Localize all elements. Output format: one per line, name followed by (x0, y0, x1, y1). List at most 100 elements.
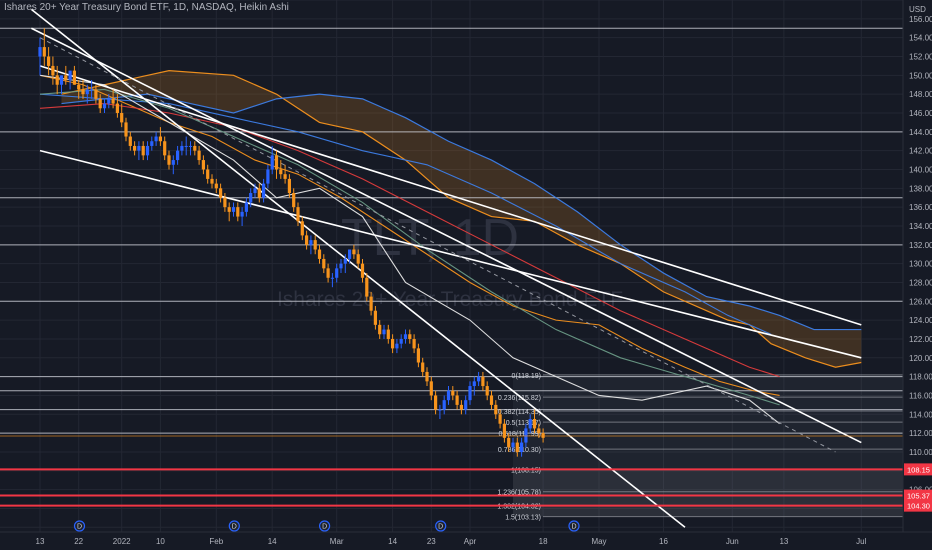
candle-body (468, 386, 472, 401)
candle-body (287, 178, 291, 194)
candle-body (64, 75, 68, 81)
candle-body (38, 47, 42, 57)
candle-body (133, 145, 137, 151)
candle-body (81, 89, 85, 95)
dividend-label: D (322, 524, 327, 531)
time-tick-label: Feb (209, 537, 223, 546)
candle-body (68, 70, 72, 81)
time-tick-label: Jun (726, 537, 739, 546)
candle-body (219, 188, 223, 198)
candle-body (459, 404, 463, 410)
currency-label: USD (909, 5, 926, 14)
candle-body (305, 235, 309, 245)
candle-body (292, 193, 296, 208)
candle-body (442, 400, 446, 410)
candle-body (451, 390, 455, 396)
candle-body (416, 348, 420, 363)
candle-body (249, 193, 253, 203)
candle-body (193, 145, 197, 151)
price-axis (903, 0, 932, 550)
candle-body (322, 258, 326, 269)
time-tick-label: Apr (464, 537, 477, 546)
price-tick-label: 112.00 (909, 429, 932, 438)
red-level-price-tag (904, 489, 932, 502)
price-tick-label: 142.00 (909, 147, 932, 156)
candle-body (180, 145, 184, 151)
trendline (31, 27, 862, 444)
dividend-icon (319, 520, 331, 532)
time-tick-label: 13 (779, 537, 788, 546)
price-tick-label: 150.00 (909, 71, 932, 80)
candle-body (507, 437, 511, 448)
candle-body (115, 103, 119, 113)
indicator-line (39, 88, 780, 406)
candle-body (206, 169, 210, 179)
candle-body (171, 160, 175, 165)
candle-body (214, 183, 218, 189)
time-axis (0, 532, 932, 550)
candle-body (223, 197, 227, 208)
candle-body (240, 211, 244, 217)
candle-body (296, 207, 300, 222)
red-level-price-label: 104.30 (907, 502, 930, 511)
fib-level-label: 0.5(113.17) (506, 420, 541, 427)
time-tick-label: 14 (388, 537, 397, 546)
candle-body (339, 263, 343, 269)
candle-body (399, 338, 403, 344)
indicator-line (39, 103, 780, 378)
price-tick-label: 120.00 (909, 354, 932, 363)
trendline (39, 37, 836, 453)
dividend-icon (435, 520, 447, 532)
chart-title: Ishares 20+ Year Treasury Bond ETF, 1D, … (4, 2, 289, 13)
red-level-price-label: 105.37 (907, 492, 930, 501)
candle-body (231, 207, 236, 212)
fib-level-label: 1.382(104.32) (497, 503, 541, 510)
candle-body (227, 207, 231, 212)
candle-body (59, 75, 64, 85)
time-tick-label: 13 (36, 537, 45, 546)
price-tick-label: 134.00 (909, 222, 932, 231)
price-tick-label: 126.00 (909, 297, 932, 306)
price-tick-label: 138.00 (909, 184, 932, 193)
candle-body (300, 221, 304, 236)
time-tick-label: 18 (539, 537, 548, 546)
candle-body (395, 343, 399, 349)
candle-body (343, 258, 347, 264)
time-tick-label: May (591, 537, 606, 546)
candle-body (111, 98, 115, 104)
watermark-name: Ishares 20+ Year Treasury Bond ETF (277, 288, 623, 311)
candle-body (77, 84, 81, 90)
candle-body (210, 178, 214, 184)
candle-body (274, 155, 279, 170)
red-level-price-tag (904, 463, 932, 476)
candle-body (356, 254, 360, 264)
candle-body (369, 296, 373, 311)
candle-body (154, 136, 158, 142)
time-tick-label: 2022 (113, 537, 131, 546)
candle-body (485, 386, 489, 396)
candle-body (481, 376, 485, 387)
candle-body (270, 155, 274, 170)
candle-body (391, 338, 395, 349)
candle-body (472, 381, 476, 387)
candle-body (373, 310, 377, 325)
candle-body (412, 338, 416, 349)
candle-body (425, 371, 429, 382)
fib-zone-lower (513, 469, 903, 517)
fib-level-label: 1.5(103.13) (505, 515, 541, 522)
candle-body (72, 70, 76, 85)
candle-body (188, 145, 193, 147)
time-tick-label: 16 (659, 537, 668, 546)
candle-body (382, 329, 386, 335)
candle-body (326, 268, 330, 278)
dividend-icon (568, 520, 580, 532)
indicator-line (39, 74, 780, 425)
candle-body (446, 390, 451, 401)
candle-body (438, 409, 442, 411)
candle-body (532, 419, 537, 429)
red-level-price-tag (904, 499, 932, 512)
indicator-line (61, 93, 862, 331)
